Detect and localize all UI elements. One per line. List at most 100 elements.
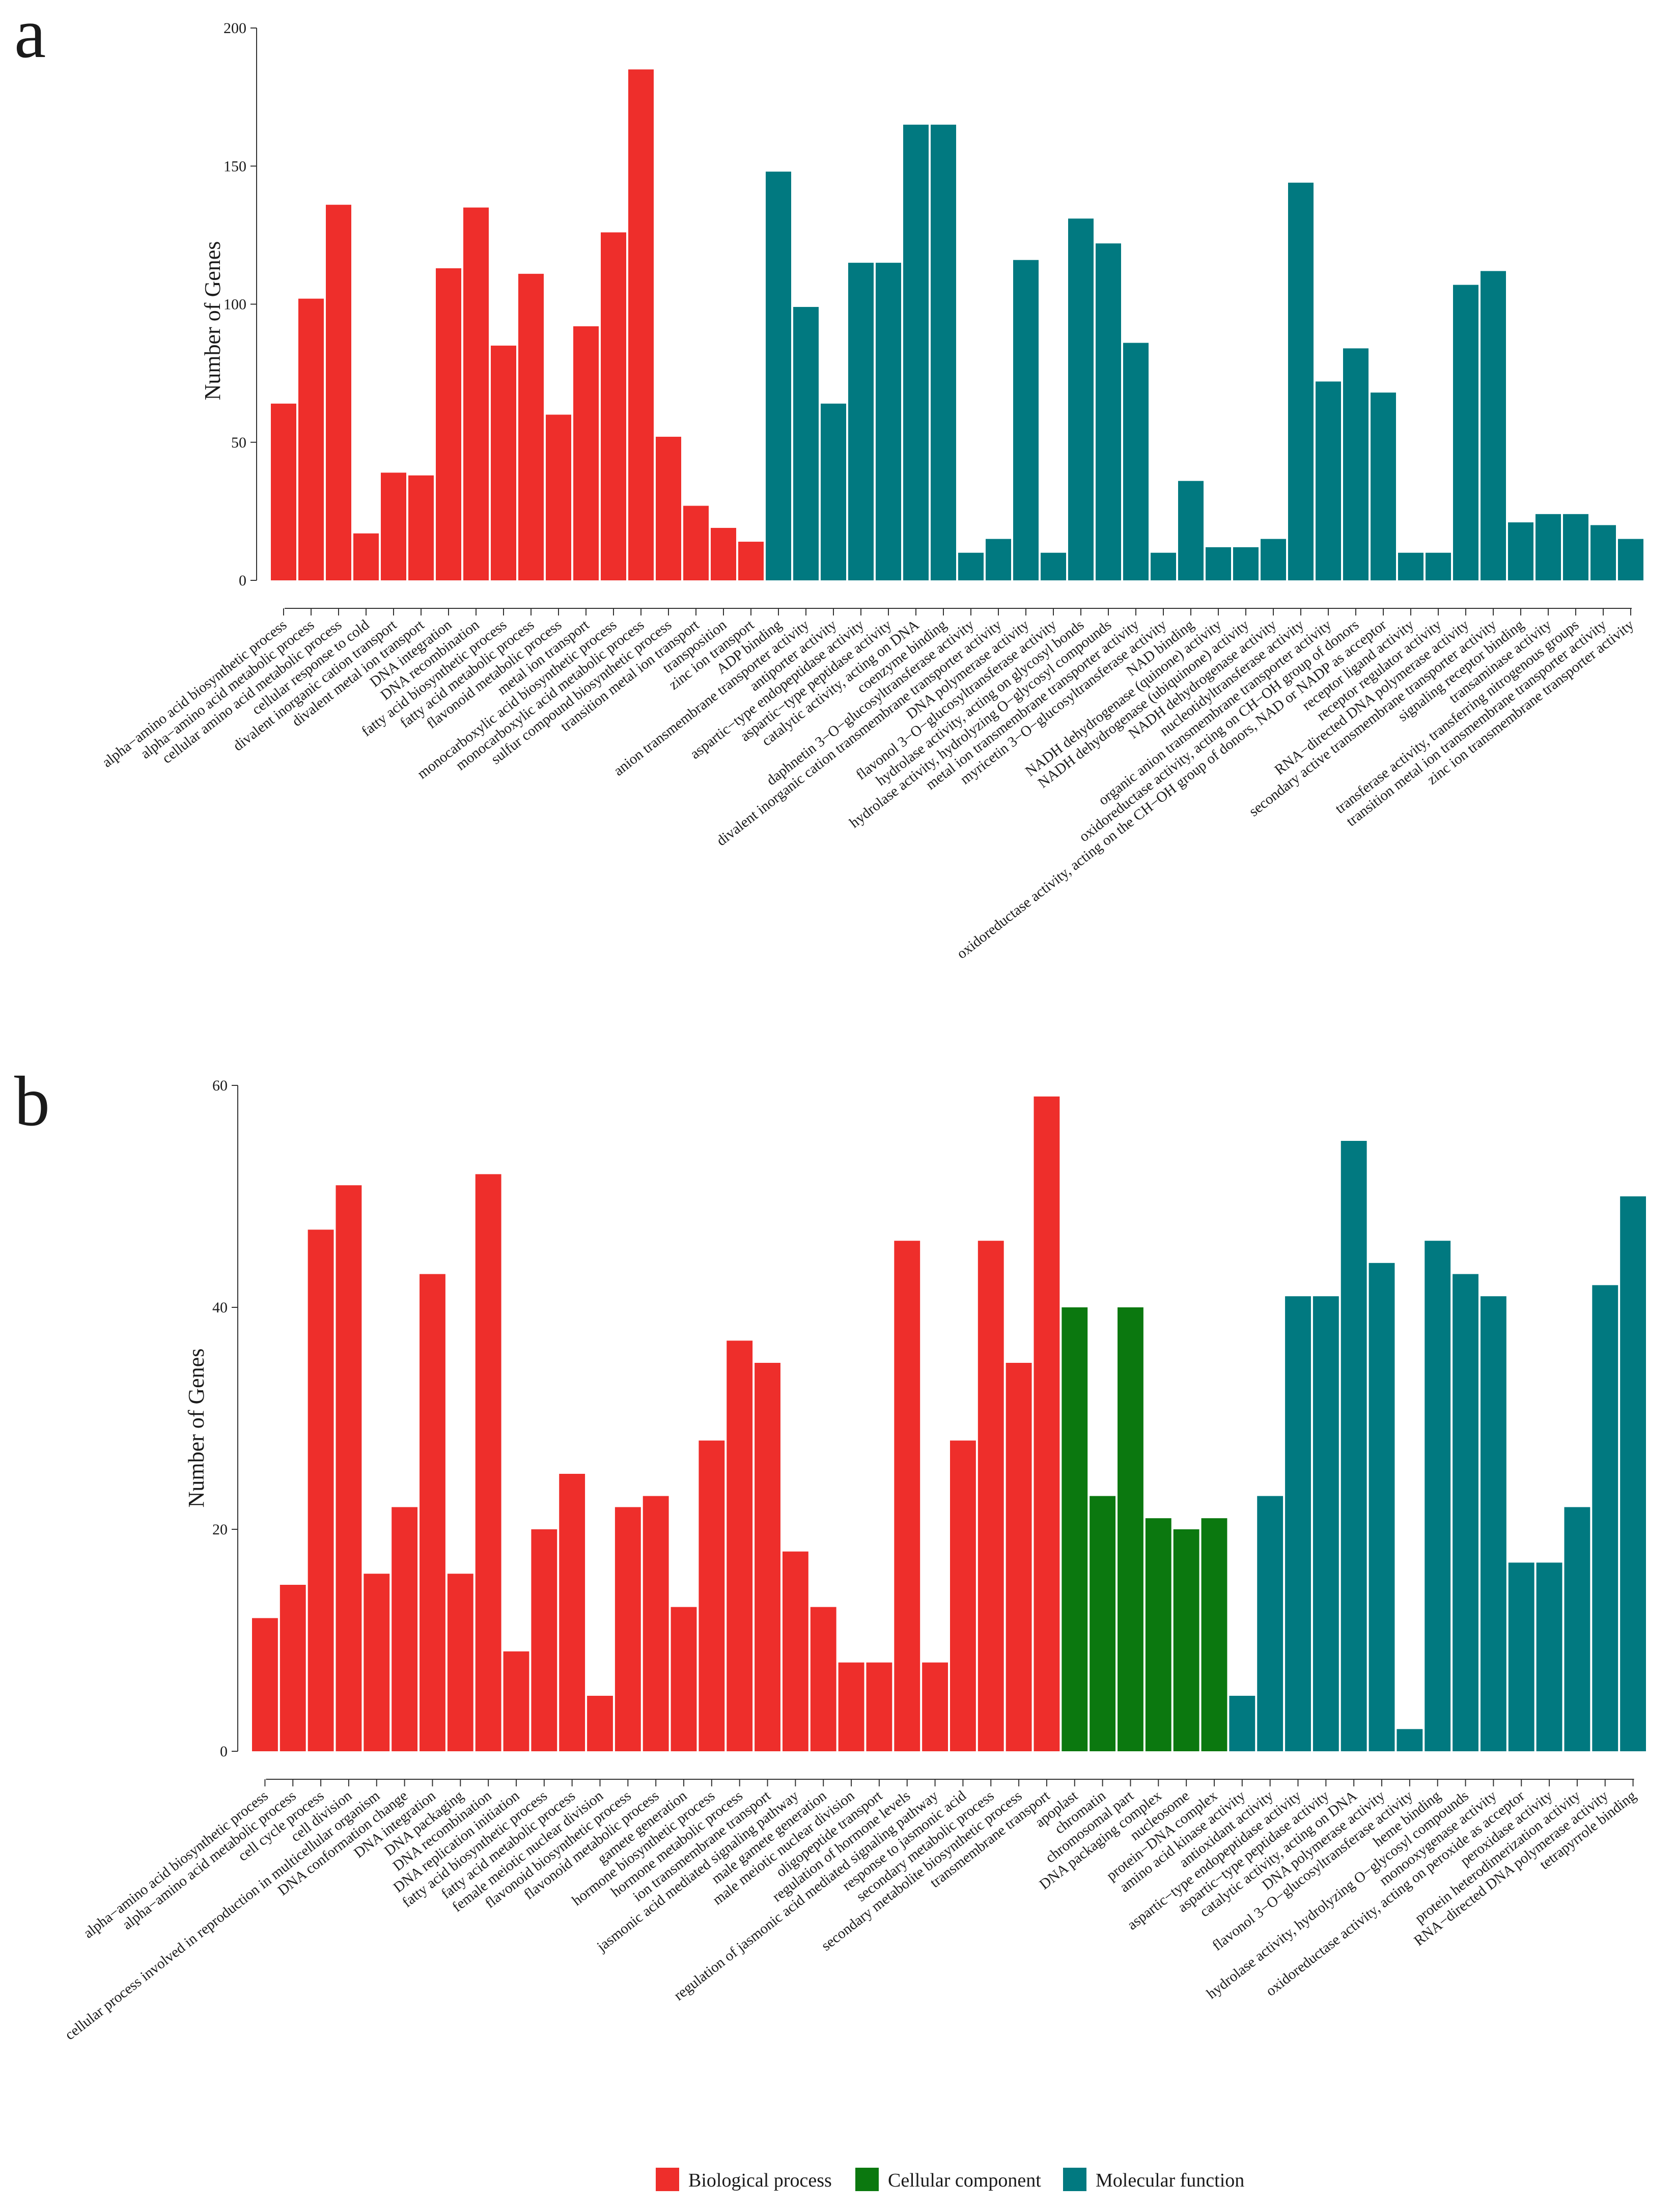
bar (1563, 514, 1588, 580)
bar (447, 1574, 473, 1751)
panel-a-label: a (14, 0, 46, 73)
bar (298, 298, 324, 580)
bar (408, 475, 434, 580)
legend-swatch-cellular-component (855, 2168, 879, 2191)
bar (252, 1618, 278, 1751)
bar (656, 436, 681, 580)
panel-b-y-ticks: 0 20 40 60 (212, 1077, 238, 1760)
bar (573, 326, 599, 580)
bar (683, 506, 709, 580)
bar (1006, 1363, 1032, 1751)
bar (699, 1440, 725, 1751)
bar (1343, 348, 1369, 580)
bar (475, 1174, 501, 1751)
panel-b-bars (252, 1096, 1646, 1751)
bar (1341, 1141, 1367, 1751)
bar (1229, 1696, 1255, 1751)
bar (1090, 1496, 1116, 1751)
bar (601, 232, 626, 580)
bar (1068, 218, 1094, 580)
bar (978, 1241, 1004, 1751)
bar (1118, 1307, 1143, 1751)
bar (1261, 539, 1286, 580)
bar (1041, 552, 1066, 580)
panel-b-label: b (14, 1062, 50, 1141)
y-tick-label: 50 (231, 434, 246, 451)
bar (271, 403, 296, 580)
bar (1564, 1507, 1590, 1751)
bar (1590, 525, 1616, 580)
bar (353, 533, 379, 580)
bar (336, 1185, 362, 1751)
legend-label-molecular-function: Molecular function (1096, 2170, 1244, 2191)
bar (810, 1607, 836, 1751)
y-tick-label: 100 (224, 296, 246, 313)
bar (793, 306, 819, 580)
bar (546, 414, 571, 580)
bar (628, 69, 654, 580)
bar (1426, 552, 1451, 580)
bar (950, 1440, 976, 1751)
bar (1201, 1518, 1227, 1751)
bar (738, 542, 764, 580)
bar (643, 1496, 669, 1751)
bar (1425, 1241, 1451, 1751)
bar (1313, 1296, 1339, 1751)
bar (1618, 539, 1643, 580)
bar (958, 552, 984, 580)
bar (1620, 1196, 1646, 1751)
bar (1508, 522, 1533, 580)
bar (1096, 243, 1121, 580)
panel-b-y-axis-title: Number of Genes (184, 1349, 209, 1508)
bar (1480, 1296, 1506, 1751)
panel-a-y-ticks: 0 50 100 150 200 (224, 20, 257, 589)
bar (755, 1363, 780, 1751)
bar (1173, 1529, 1199, 1751)
bar (518, 273, 544, 580)
bar (1233, 547, 1259, 580)
legend-swatch-biological-process (656, 2168, 679, 2191)
bar (381, 472, 406, 580)
legend-label-cellular-component: Cellular component (888, 2170, 1041, 2191)
bar (308, 1229, 334, 1751)
legend: Biological process Cellular component Mo… (656, 2168, 1244, 2191)
y-tick-label: 60 (212, 1077, 228, 1094)
bar (986, 539, 1011, 580)
bar (559, 1474, 585, 1751)
y-tick-label: 0 (239, 572, 246, 589)
bar (392, 1507, 418, 1751)
bar (364, 1574, 390, 1751)
bar (503, 1651, 529, 1751)
bar (1123, 343, 1149, 580)
bar (876, 263, 901, 580)
bar (1397, 1729, 1423, 1751)
bar (1151, 552, 1176, 580)
bar (531, 1529, 557, 1751)
bar (671, 1607, 697, 1751)
bar (1398, 552, 1423, 580)
bar (931, 124, 956, 580)
bar (1285, 1296, 1311, 1751)
bar (1592, 1285, 1618, 1751)
bar (587, 1696, 613, 1751)
bar (866, 1662, 892, 1751)
bar (1034, 1096, 1060, 1751)
bar (1453, 1274, 1478, 1751)
bar (1288, 182, 1314, 580)
bar (615, 1507, 641, 1751)
bar (326, 205, 351, 580)
bar (1508, 1562, 1534, 1751)
bar (1536, 514, 1561, 580)
bar (1453, 285, 1478, 580)
bar (491, 345, 516, 580)
y-tick-label: 0 (220, 1743, 228, 1760)
bar (1062, 1307, 1088, 1751)
bar (1257, 1496, 1283, 1751)
bar (1178, 481, 1204, 580)
bar (1013, 260, 1039, 580)
bar (894, 1241, 920, 1751)
bar (838, 1662, 864, 1751)
